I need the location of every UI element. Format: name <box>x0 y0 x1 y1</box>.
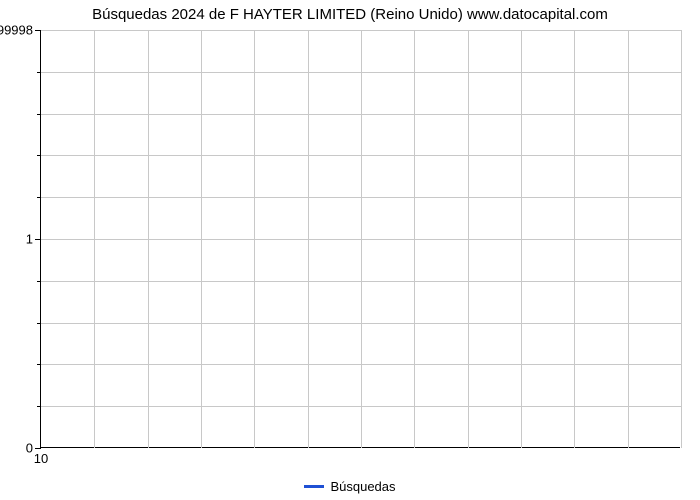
y-tick-major <box>35 30 41 31</box>
plot-area: 011.999999999999999810 <box>40 30 680 448</box>
legend-label: Búsquedas <box>330 479 395 494</box>
y-tick-minor <box>37 323 41 324</box>
y-tick-label: 1.9999999999999998 <box>0 23 33 38</box>
y-tick-minor <box>37 114 41 115</box>
y-tick-major <box>35 448 41 449</box>
grid-line-vertical <box>414 30 415 448</box>
y-tick-minor <box>37 364 41 365</box>
y-tick-major <box>35 239 41 240</box>
grid-line-vertical <box>308 30 309 448</box>
legend-swatch <box>304 485 324 488</box>
grid-line-vertical <box>628 30 629 448</box>
legend: Búsquedas <box>0 478 700 494</box>
y-tick-minor <box>37 155 41 156</box>
grid-line-vertical <box>201 30 202 448</box>
y-tick-minor <box>37 72 41 73</box>
grid-line-vertical <box>94 30 95 448</box>
grid-line-vertical <box>254 30 255 448</box>
chart-container: Búsquedas 2024 de F HAYTER LIMITED (Rein… <box>0 0 700 500</box>
y-tick-label: 1 <box>26 232 33 247</box>
y-tick-minor <box>37 406 41 407</box>
y-tick-minor <box>37 281 41 282</box>
grid-line-vertical <box>521 30 522 448</box>
grid-line-vertical <box>148 30 149 448</box>
chart-title: Búsquedas 2024 de F HAYTER LIMITED (Rein… <box>0 6 700 23</box>
y-tick-label: 0 <box>26 441 33 456</box>
y-tick-minor <box>37 197 41 198</box>
grid-line-vertical <box>681 30 682 448</box>
grid-line-vertical <box>574 30 575 448</box>
grid-line-vertical <box>361 30 362 448</box>
grid-line-vertical <box>468 30 469 448</box>
x-tick-label: 10 <box>34 451 48 466</box>
